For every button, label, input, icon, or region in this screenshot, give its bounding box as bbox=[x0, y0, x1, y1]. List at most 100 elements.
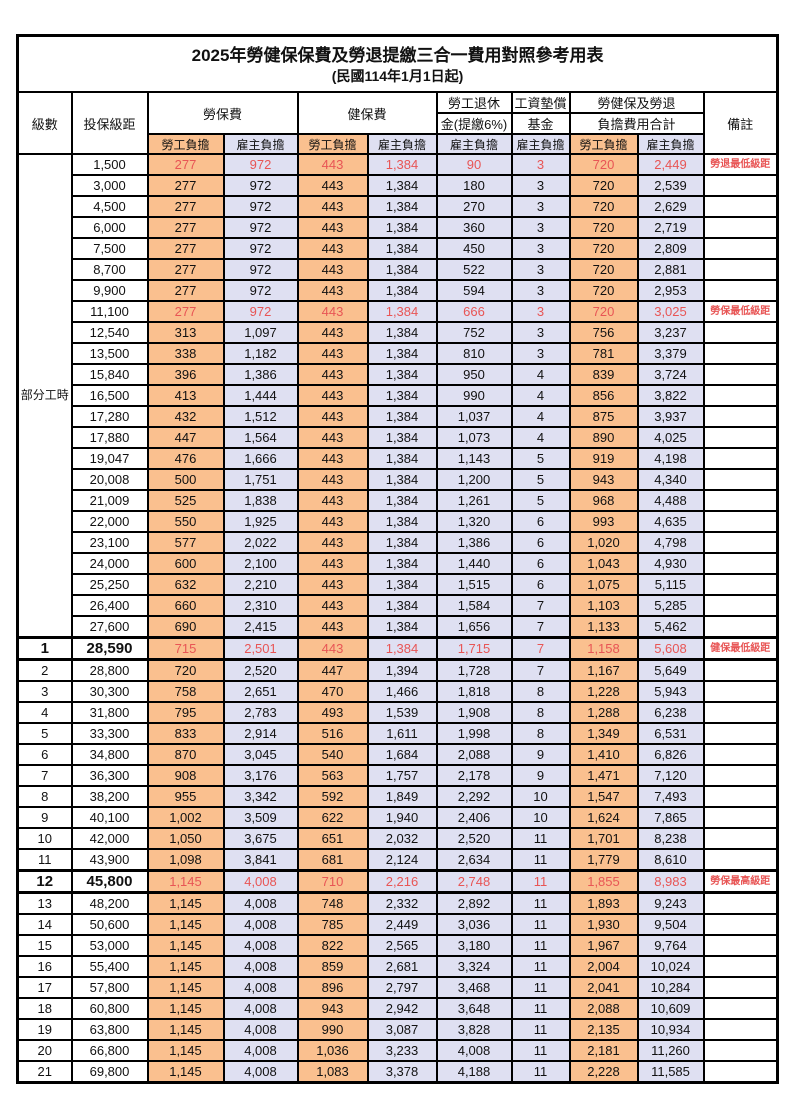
cell-health-ins-employer: 1,384 bbox=[366, 573, 438, 596]
table-row: 13 48,200 1,145 4,008 748 2,332 2,892 11 1,893 9,… bbox=[16, 891, 779, 915]
cell-wage-fund-employer: 3 bbox=[510, 321, 571, 344]
table-row: 18 60,800 1,145 4,008 943 2,942 3,648 11 2,088 10… bbox=[16, 997, 779, 1020]
cell-wage-fund-employer: 3 bbox=[510, 174, 571, 197]
cell-labor-ins-employee: 1,145 bbox=[146, 997, 225, 1020]
cell-level: 14 bbox=[16, 913, 73, 936]
table-row: 3 30,300 758 2,651 470 1,466 1,818 8 1,228 5,943 bbox=[16, 680, 779, 703]
cell-bracket: 4,500 bbox=[70, 195, 149, 218]
cell-total-employee: 720 bbox=[568, 300, 639, 323]
cell-total-employer: 11,585 bbox=[636, 1060, 705, 1084]
cell-total-employee: 720 bbox=[568, 216, 639, 239]
cell-bracket: 33,300 bbox=[70, 722, 149, 745]
cell-labor-ins-employee: 1,145 bbox=[146, 955, 225, 978]
cell-remark bbox=[702, 468, 779, 491]
cell-labor-ins-employee: 432 bbox=[146, 405, 225, 428]
cell-health-ins-employee: 785 bbox=[296, 913, 369, 936]
cell-bracket: 63,800 bbox=[70, 1018, 149, 1041]
cell-bracket: 15,840 bbox=[70, 363, 149, 386]
cell-labor-ins-employer: 1,751 bbox=[222, 468, 299, 491]
table-row: 7,500 277 972 443 1,384 450 3 720 2,809 bbox=[18, 237, 779, 260]
cell-labor-ins-employee: 413 bbox=[146, 384, 225, 407]
subheader-total-employee: 勞工負擔 bbox=[568, 133, 639, 155]
cell-labor-ins-employer: 4,008 bbox=[222, 997, 299, 1020]
cell-level: 1 bbox=[16, 636, 73, 661]
cell-pension-employer: 1,515 bbox=[435, 573, 513, 596]
cell-pension-employer: 1,998 bbox=[435, 722, 513, 745]
cell-health-ins-employer: 1,384 bbox=[366, 216, 438, 239]
cell-level: 7 bbox=[16, 764, 73, 787]
table-row: 22,000 550 1,925 443 1,384 1,320 6 993 4,635 bbox=[18, 510, 779, 533]
cell-health-ins-employer: 1,384 bbox=[366, 237, 438, 260]
cell-remark bbox=[702, 342, 779, 365]
cell-health-ins-employer: 3,233 bbox=[366, 1039, 438, 1062]
table-row: 27,600 690 2,415 443 1,384 1,656 7 1,133 5,462 bbox=[18, 615, 779, 639]
cell-wage-fund-employer: 5 bbox=[510, 468, 571, 491]
cell-labor-ins-employee: 1,145 bbox=[146, 1018, 225, 1041]
cell-labor-ins-employee: 600 bbox=[146, 552, 225, 575]
cell-total-employee: 890 bbox=[568, 426, 639, 449]
cell-level: 6 bbox=[16, 743, 73, 766]
cell-level: 2 bbox=[16, 658, 73, 682]
cell-wage-fund-employer: 6 bbox=[510, 552, 571, 575]
cell-health-ins-employer: 1,384 bbox=[366, 321, 438, 344]
cell-health-ins-employee: 748 bbox=[296, 891, 369, 915]
cell-wage-fund-employer: 6 bbox=[510, 531, 571, 554]
cell-health-ins-employee: 443 bbox=[296, 510, 369, 533]
cell-level: 10 bbox=[16, 827, 73, 850]
table-row: 5 33,300 833 2,914 516 1,611 1,998 8 1,349 6,531 bbox=[16, 722, 779, 745]
table-row: 17,880 447 1,564 443 1,384 1,073 4 890 4,025 bbox=[18, 426, 779, 449]
cell-health-ins-employer: 1,384 bbox=[366, 195, 438, 218]
page-title: 2025年勞健保保費及勞退提繳三合一費用對照參考用表 bbox=[191, 45, 604, 65]
cell-labor-ins-employee: 870 bbox=[146, 743, 225, 766]
cell-remark bbox=[702, 976, 779, 999]
cell-bracket: 36,300 bbox=[70, 764, 149, 787]
cell-health-ins-employee: 470 bbox=[296, 680, 369, 703]
cell-health-ins-employer: 3,087 bbox=[366, 1018, 438, 1041]
cell-wage-fund-employer: 11 bbox=[510, 913, 571, 936]
cell-labor-ins-employer: 3,509 bbox=[222, 806, 299, 829]
cell-remark bbox=[702, 195, 779, 218]
cell-total-employer: 6,531 bbox=[636, 722, 705, 745]
cell-remark bbox=[702, 913, 779, 936]
cell-bracket: 16,500 bbox=[70, 384, 149, 407]
cell-total-employee: 1,349 bbox=[568, 722, 639, 745]
cell-total-employee: 720 bbox=[568, 279, 639, 302]
cell-remark bbox=[702, 405, 779, 428]
table-row: 11 43,900 1,098 3,841 681 2,124 2,634 11 1,779 8,… bbox=[16, 848, 779, 872]
cell-health-ins-employee: 443 bbox=[296, 594, 369, 617]
cell-health-ins-employee: 443 bbox=[296, 468, 369, 491]
cell-labor-ins-employer: 1,564 bbox=[222, 426, 299, 449]
cell-total-employee: 2,004 bbox=[568, 955, 639, 978]
cell-pension-employer: 360 bbox=[435, 216, 513, 239]
cell-labor-ins-employer: 2,210 bbox=[222, 573, 299, 596]
cell-labor-ins-employee: 313 bbox=[146, 321, 225, 344]
subheader-health-employee: 勞工負擔 bbox=[296, 133, 369, 155]
cell-total-employer: 7,865 bbox=[636, 806, 705, 829]
cell-health-ins-employer: 1,384 bbox=[366, 426, 438, 449]
cell-level: 19 bbox=[16, 1018, 73, 1041]
cell-total-employer: 2,539 bbox=[636, 174, 705, 197]
cell-level: 11 bbox=[16, 848, 73, 872]
cell-remark bbox=[702, 1018, 779, 1041]
cell-total-employee: 2,041 bbox=[568, 976, 639, 999]
cell-remark bbox=[702, 680, 779, 703]
cell-bracket: 19,047 bbox=[70, 447, 149, 470]
table-row: 4 31,800 795 2,783 493 1,539 1,908 8 1,288 6,238 bbox=[16, 701, 779, 724]
cell-labor-ins-employer: 2,651 bbox=[222, 680, 299, 703]
cell-bracket: 27,600 bbox=[70, 615, 149, 639]
cell-bracket: 43,900 bbox=[70, 848, 149, 872]
cell-total-employer: 2,629 bbox=[636, 195, 705, 218]
cell-total-employee: 1,103 bbox=[568, 594, 639, 617]
cell-total-employer: 5,608 bbox=[636, 636, 705, 661]
cell-health-ins-employee: 822 bbox=[296, 934, 369, 957]
cell-level: 17 bbox=[16, 976, 73, 999]
cell-total-employee: 2,135 bbox=[568, 1018, 639, 1041]
cell-health-ins-employer: 1,384 bbox=[366, 174, 438, 197]
cell-bracket: 17,280 bbox=[70, 405, 149, 428]
cell-remark bbox=[702, 1039, 779, 1062]
cell-pension-employer: 594 bbox=[435, 279, 513, 302]
cell-health-ins-employer: 1,384 bbox=[366, 153, 438, 176]
cell-labor-ins-employer: 4,008 bbox=[222, 891, 299, 915]
cell-labor-ins-employee: 1,145 bbox=[146, 913, 225, 936]
cell-wage-fund-employer: 11 bbox=[510, 891, 571, 915]
